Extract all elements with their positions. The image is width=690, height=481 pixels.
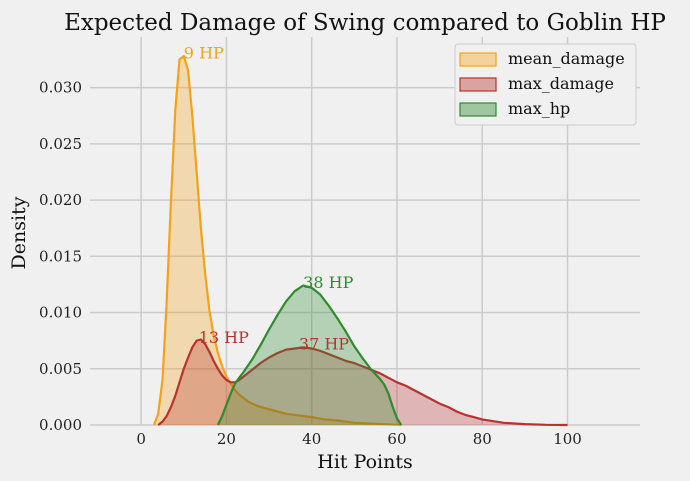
- y-tick-label: 0.005: [39, 360, 82, 378]
- peak-annotation: 37 HP: [299, 335, 349, 354]
- y-axis-label: Density: [8, 196, 30, 269]
- legend-swatch: [459, 77, 497, 92]
- x-tick-label: 40: [302, 430, 321, 448]
- tick-labels: 0 20 40 60 80 100 0.000 0.005 0.010 0.015 0.020 0.0…: [39, 79, 582, 448]
- x-tick-label: 80: [473, 430, 492, 448]
- peak-annotation: 38 HP: [303, 273, 353, 292]
- line-max-damage: [157, 338, 568, 427]
- legend-label: max_damage: [508, 74, 614, 93]
- legend: mean_damage max_damage max_hp: [454, 43, 637, 126]
- x-axis-label: Hit Points: [317, 451, 412, 473]
- x-tick-label: 0: [136, 430, 146, 448]
- peak-annotation: 13 HP: [199, 328, 249, 347]
- density-areas: [152, 55, 568, 427]
- legend-label: mean_damage: [508, 49, 625, 68]
- peak-annotations: 9 HP 13 HP 38 HP 37 HP: [184, 43, 354, 353]
- chart-title: Expected Damage of Swing compared to Gob…: [64, 10, 666, 36]
- y-tick-label: 0.000: [39, 416, 82, 434]
- x-tick-label: 60: [387, 430, 406, 448]
- y-tick-label: 0.030: [39, 79, 82, 97]
- y-tick-label: 0.015: [39, 247, 82, 265]
- area-max-damage: [158, 339, 568, 425]
- peak-annotation: 9 HP: [184, 43, 224, 62]
- legend-swatch: [459, 102, 497, 117]
- y-tick-label: 0.020: [39, 191, 82, 209]
- legend-swatch: [459, 52, 497, 67]
- legend-box: [454, 43, 637, 126]
- y-tick-label: 0.010: [39, 304, 82, 322]
- legend-label: max_hp: [508, 99, 570, 118]
- x-tick-label: 20: [217, 430, 236, 448]
- y-tick-label: 0.025: [39, 135, 82, 153]
- x-tick-label: 100: [553, 430, 582, 448]
- line-max-hp: [216, 284, 403, 426]
- area-max-hp: [217, 285, 402, 425]
- grid: [90, 37, 640, 426]
